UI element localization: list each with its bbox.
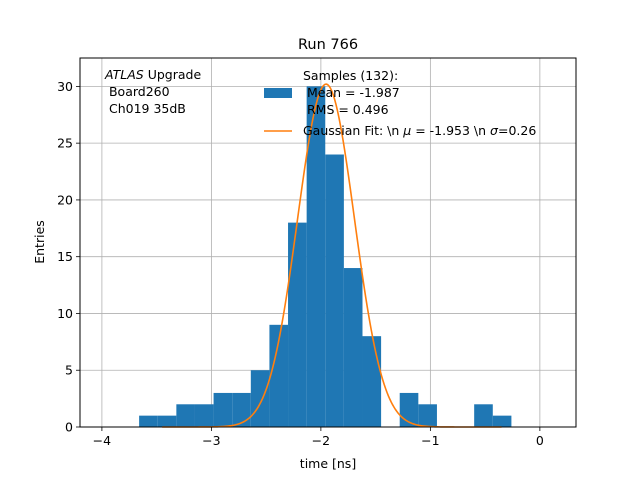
histogram-bar xyxy=(194,404,214,427)
legend-fit-mu: μ xyxy=(402,123,411,138)
y-tick-label: 15 xyxy=(57,249,73,264)
histogram-bar xyxy=(306,86,326,427)
legend-fit-suffix: =0.26 xyxy=(498,123,536,138)
legend-fit-label: Gaussian Fit: \n μ = -1.953 \n σ=0.26 xyxy=(303,123,536,138)
x-tick-label: −3 xyxy=(202,433,220,448)
x-axis: −4 −3 −2 −1 0 xyxy=(93,427,544,448)
histogram-bar xyxy=(269,324,289,427)
histogram-bar xyxy=(492,415,512,427)
x-tick-label: −4 xyxy=(93,433,111,448)
legend-histogram-line-3: RMS = 0.496 xyxy=(303,102,389,117)
y-tick-label: 30 xyxy=(57,79,73,94)
x-tick-label: 0 xyxy=(536,433,544,448)
histogram-bar xyxy=(139,415,158,427)
plot-frame xyxy=(79,57,577,428)
legend-fit-sigma: σ xyxy=(490,123,499,138)
histogram-bar xyxy=(232,392,251,427)
y-tick-label: 20 xyxy=(57,192,73,207)
histogram-bar xyxy=(343,268,363,427)
annotation-upgrade: Upgrade xyxy=(144,67,202,82)
y-tick-label: 0 xyxy=(65,420,73,435)
x-axis-label: time [ns] xyxy=(300,456,356,471)
legend-fit-mid: = -1.953 \n xyxy=(411,123,490,138)
annotation-line-2: Board260 xyxy=(105,84,170,99)
legend-fit-prefix: Gaussian Fit: \n xyxy=(303,123,403,138)
histogram-bar xyxy=(288,222,307,427)
histogram-bar xyxy=(362,336,382,427)
histogram-bar xyxy=(157,415,177,427)
histogram-bar xyxy=(474,404,493,427)
x-tick-label: −2 xyxy=(312,433,330,448)
atlas-italic: ATLAS xyxy=(104,67,144,82)
legend-histogram-line-1: Samples (132): xyxy=(303,68,398,83)
y-axis: 0 5 10 15 20 25 30 xyxy=(57,79,80,435)
legend-histogram-swatch xyxy=(264,88,292,98)
chart-title: Run 766 xyxy=(298,37,358,53)
y-axis-label: Entries xyxy=(32,220,47,264)
annotation-line-3: Ch019 35dB xyxy=(105,101,186,116)
y-tick-label: 10 xyxy=(57,306,73,321)
y-tick-label: 5 xyxy=(65,363,73,378)
histogram-bar xyxy=(213,392,233,427)
annotation-line-1: ATLAS Upgrade xyxy=(104,67,201,82)
atlas-annotation: ATLAS Upgrade Board260 Ch019 35dB xyxy=(104,67,201,116)
histogram-bar xyxy=(250,370,270,427)
histogram-bar xyxy=(176,404,195,427)
legend: Samples (132): Mean = -1.987 RMS = 0.496… xyxy=(264,68,536,138)
histogram-bar xyxy=(325,154,344,427)
y-tick-label: 25 xyxy=(57,136,73,151)
x-tick-label: −1 xyxy=(421,433,439,448)
histogram-bar xyxy=(418,404,437,427)
legend-histogram-line-2: Mean = -1.987 xyxy=(303,85,400,100)
